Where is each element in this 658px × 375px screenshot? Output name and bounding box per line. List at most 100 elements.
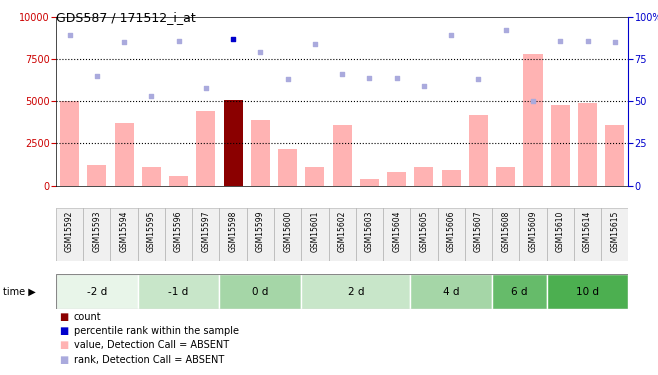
Text: GSM15614: GSM15614: [583, 211, 592, 252]
Bar: [438, 208, 465, 261]
Point: [282, 76, 293, 82]
Bar: [328, 208, 356, 261]
Text: 2 d: 2 d: [347, 286, 364, 297]
Text: ■: ■: [59, 312, 68, 322]
Point: [146, 93, 157, 99]
Bar: [220, 274, 301, 309]
Point: [255, 50, 266, 55]
Text: GSM15598: GSM15598: [228, 211, 238, 252]
Bar: [192, 208, 220, 261]
Bar: [83, 208, 111, 261]
Bar: [114, 123, 134, 186]
Bar: [492, 208, 519, 261]
Point: [446, 33, 457, 39]
Point: [91, 73, 102, 79]
Point: [64, 33, 75, 39]
Bar: [278, 148, 297, 186]
Point: [392, 75, 402, 81]
Bar: [387, 172, 406, 186]
Text: GSM15610: GSM15610: [556, 211, 565, 252]
Bar: [138, 274, 220, 309]
Text: GDS587 / 171512_i_at: GDS587 / 171512_i_at: [56, 11, 195, 24]
Text: GSM15608: GSM15608: [501, 211, 510, 252]
Text: -2 d: -2 d: [87, 286, 107, 297]
Text: ■: ■: [59, 340, 68, 350]
Text: GSM15592: GSM15592: [65, 211, 74, 252]
Text: ■: ■: [59, 326, 68, 336]
Bar: [60, 101, 79, 186]
Text: 0 d: 0 d: [252, 286, 268, 297]
Text: GSM15595: GSM15595: [147, 211, 156, 252]
Bar: [111, 208, 138, 261]
Text: 4 d: 4 d: [443, 286, 459, 297]
Point: [582, 38, 593, 44]
Text: GSM15603: GSM15603: [365, 211, 374, 252]
Bar: [356, 208, 383, 261]
Text: ■: ■: [59, 355, 68, 364]
Bar: [547, 274, 628, 309]
Bar: [165, 208, 192, 261]
Bar: [138, 208, 165, 261]
Bar: [305, 167, 324, 186]
Point: [201, 85, 211, 91]
Point: [501, 27, 511, 33]
Bar: [169, 176, 188, 186]
Bar: [196, 111, 215, 186]
Text: GSM15605: GSM15605: [419, 211, 428, 252]
Bar: [383, 208, 411, 261]
Bar: [519, 208, 547, 261]
Text: 10 d: 10 d: [576, 286, 599, 297]
Point: [310, 41, 320, 47]
Text: -1 d: -1 d: [168, 286, 189, 297]
Point: [555, 38, 565, 44]
Point: [473, 76, 484, 82]
Text: count: count: [74, 312, 101, 322]
Point: [228, 36, 238, 42]
Bar: [547, 208, 574, 261]
Text: GSM15601: GSM15601: [311, 211, 319, 252]
Bar: [492, 274, 547, 309]
Bar: [247, 208, 274, 261]
Bar: [88, 165, 107, 186]
Bar: [301, 208, 328, 261]
Bar: [56, 208, 83, 261]
Bar: [469, 115, 488, 186]
Text: GSM15615: GSM15615: [610, 211, 619, 252]
Text: GSM15597: GSM15597: [201, 211, 211, 252]
Bar: [442, 170, 461, 186]
Bar: [142, 167, 161, 186]
Text: GSM15599: GSM15599: [256, 211, 265, 252]
Text: GSM15600: GSM15600: [283, 211, 292, 252]
Text: 6 d: 6 d: [511, 286, 528, 297]
Bar: [251, 120, 270, 186]
Point: [418, 83, 429, 89]
Text: GSM15594: GSM15594: [120, 211, 128, 252]
Point: [528, 98, 538, 104]
Text: value, Detection Call = ABSENT: value, Detection Call = ABSENT: [74, 340, 229, 350]
Point: [337, 71, 347, 77]
Text: GSM15606: GSM15606: [447, 211, 456, 252]
Text: GSM15596: GSM15596: [174, 211, 183, 252]
Bar: [574, 208, 601, 261]
Point: [119, 39, 130, 45]
Bar: [220, 208, 247, 261]
Bar: [224, 100, 243, 186]
Bar: [411, 274, 492, 309]
Bar: [601, 208, 628, 261]
Bar: [496, 167, 515, 186]
Bar: [56, 274, 138, 309]
Point: [173, 38, 184, 44]
Bar: [415, 167, 434, 186]
Bar: [333, 125, 352, 186]
Point: [609, 39, 620, 45]
Bar: [360, 179, 379, 186]
Bar: [524, 54, 542, 186]
Text: GSM15607: GSM15607: [474, 211, 483, 252]
Point: [364, 75, 374, 81]
Bar: [301, 274, 411, 309]
Text: time ▶: time ▶: [3, 286, 36, 297]
Text: GSM15593: GSM15593: [92, 211, 101, 252]
Text: percentile rank within the sample: percentile rank within the sample: [74, 326, 239, 336]
Text: GSM15602: GSM15602: [338, 211, 347, 252]
Text: GSM15604: GSM15604: [392, 211, 401, 252]
